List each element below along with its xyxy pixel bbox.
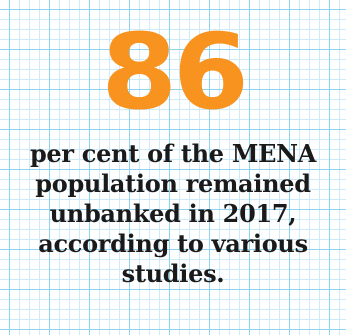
stat-value: 86 [101, 11, 249, 133]
caption-line-5: studies. [121, 259, 225, 288]
caption-line-2: population remained [35, 169, 311, 198]
caption-line-3: unbanked in 2017, [49, 199, 297, 228]
stat-caption: per cent of the MENA population remained… [0, 139, 346, 289]
caption-line-4: according to various [38, 229, 308, 258]
caption-line-1: per cent of the MENA [29, 139, 317, 168]
